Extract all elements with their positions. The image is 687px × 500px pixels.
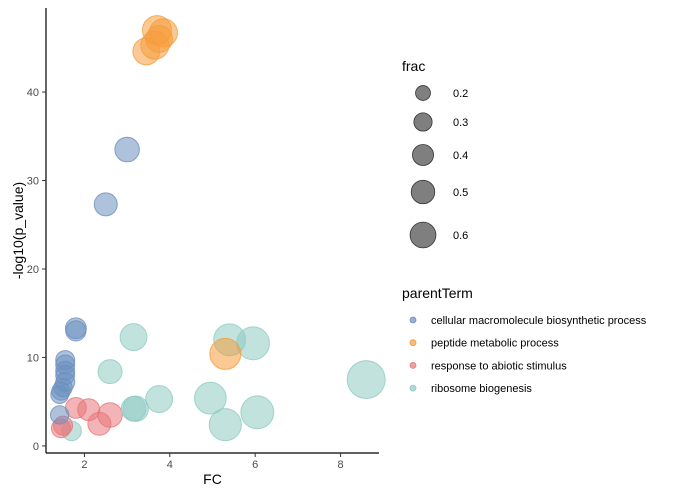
x-tick-label: 2 bbox=[81, 459, 87, 471]
x-tick-label: 4 bbox=[167, 459, 173, 471]
x-axis-title: FC bbox=[203, 471, 222, 487]
color-legend-key bbox=[409, 361, 417, 369]
point-series-0 bbox=[93, 192, 118, 217]
size-legend-label: 0.3 bbox=[453, 117, 468, 129]
x-tick-label: 8 bbox=[338, 459, 344, 471]
point-series-0 bbox=[65, 320, 87, 342]
size-legend-label: 0.2 bbox=[453, 88, 468, 100]
point-series-0 bbox=[49, 405, 70, 425]
axes-layer bbox=[45, 8, 379, 454]
color-legend-key bbox=[409, 384, 417, 392]
size-legend-key bbox=[413, 112, 433, 132]
point-series-3 bbox=[193, 381, 227, 415]
point-series-3 bbox=[119, 323, 148, 352]
ticks-layer: 2 4 6 8 0 10 20 30 40 bbox=[27, 87, 344, 471]
x-tick-label: 6 bbox=[252, 459, 258, 471]
size-legend: frac 0.2 0.3 0.4 0.5 0.6 bbox=[402, 58, 468, 249]
color-legend-key bbox=[409, 339, 417, 347]
y-axis-title: -log10(p_value) bbox=[10, 182, 26, 279]
size-legend-key bbox=[409, 221, 437, 249]
color-legend-title: parentTerm bbox=[402, 285, 473, 301]
size-legend-key bbox=[415, 85, 431, 101]
point-series-3 bbox=[145, 385, 174, 413]
y-tick-label: 0 bbox=[33, 441, 39, 453]
color-legend-label: response to abiotic stimulus bbox=[431, 360, 567, 372]
size-legend-label: 0.4 bbox=[453, 150, 468, 162]
y-tick-label: 30 bbox=[27, 176, 39, 188]
size-legend-title: frac bbox=[402, 58, 425, 74]
size-legend-key bbox=[412, 144, 434, 166]
color-legend: parentTerm cellular macromolecule biosyn… bbox=[402, 285, 647, 395]
point-series-3 bbox=[120, 396, 147, 422]
size-legend-key bbox=[410, 179, 436, 205]
point-series-1 bbox=[132, 37, 161, 66]
point-series-0 bbox=[50, 385, 69, 404]
color-legend-label: cellular macromolecule biosynthetic proc… bbox=[431, 315, 647, 327]
point-series-1 bbox=[209, 337, 242, 370]
color-legend-label: peptide metabolic process bbox=[431, 338, 559, 350]
points-layer bbox=[49, 15, 386, 442]
size-legend-label: 0.5 bbox=[453, 187, 468, 199]
point-series-3 bbox=[346, 360, 386, 400]
y-tick-label: 10 bbox=[27, 352, 39, 364]
point-series-0 bbox=[114, 136, 140, 163]
color-legend-key bbox=[409, 316, 417, 324]
point-series-3 bbox=[208, 408, 242, 442]
y-tick-label: 40 bbox=[27, 87, 39, 99]
point-series-3 bbox=[97, 359, 123, 385]
y-tick-label: 20 bbox=[27, 264, 39, 276]
size-legend-label: 0.6 bbox=[453, 230, 468, 242]
color-legend-label: ribosome biogenesis bbox=[431, 383, 532, 395]
point-series-3 bbox=[240, 395, 275, 430]
